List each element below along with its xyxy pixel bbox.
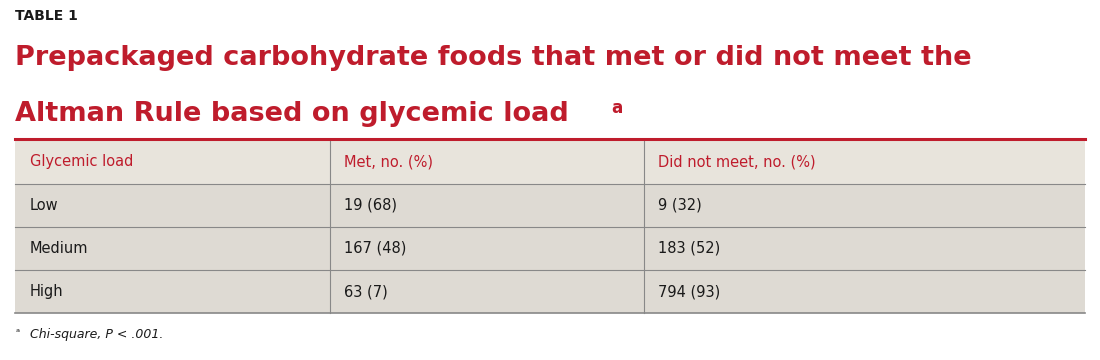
Text: 19 (68): 19 (68) [344, 198, 397, 213]
Text: Altman Rule based on glycemic load: Altman Rule based on glycemic load [15, 101, 569, 127]
Text: Did not meet, no. (%): Did not meet, no. (%) [658, 154, 815, 170]
Bar [15, 140, 1085, 184]
Bar [15, 227, 1085, 270]
Text: a: a [612, 99, 623, 117]
Bar [15, 184, 1085, 227]
Bar [15, 270, 1085, 313]
Text: 63 (7): 63 (7) [344, 284, 388, 299]
Text: Low: Low [30, 198, 58, 213]
Text: 183 (52): 183 (52) [658, 241, 720, 256]
Text: Met, no. (%): Met, no. (%) [344, 154, 433, 170]
Text: High: High [30, 284, 64, 299]
Text: Chi-square, P < .001.: Chi-square, P < .001. [30, 328, 163, 341]
Text: 794 (93): 794 (93) [658, 284, 720, 299]
Text: Medium: Medium [30, 241, 88, 256]
Text: 9 (32): 9 (32) [658, 198, 702, 213]
Text: TABLE 1: TABLE 1 [15, 9, 78, 23]
Text: 167 (48): 167 (48) [344, 241, 407, 256]
Text: Glycemic load: Glycemic load [30, 154, 133, 170]
Text: Prepackaged carbohydrate foods that met or did not meet the: Prepackaged carbohydrate foods that met … [15, 45, 972, 71]
Text: ᵃ: ᵃ [15, 328, 20, 338]
